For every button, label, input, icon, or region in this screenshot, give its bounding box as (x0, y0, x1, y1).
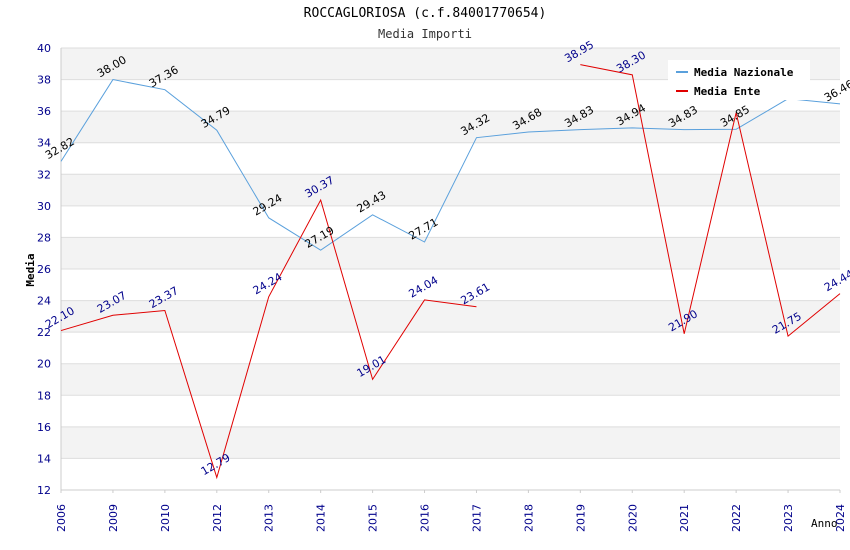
x-tick-label: 2015 (367, 504, 380, 532)
band (61, 237, 840, 269)
series-lines (60, 64, 841, 480)
band (61, 426, 840, 459)
band (61, 395, 840, 427)
band (61, 332, 840, 364)
y-tick-label: 34 (37, 137, 51, 150)
band (61, 142, 840, 175)
x-tick-label: 2021 (678, 504, 691, 532)
y-tick-label: 18 (37, 389, 51, 402)
y-tick-label: 26 (37, 263, 51, 276)
y-tick-label: 24 (37, 295, 51, 308)
x-axis-title: Anno (811, 517, 838, 530)
x-tick-labels: 2006 2009 2010 2012 2013 2014 2015 2016 2017 2018… (55, 504, 847, 532)
x-tick-label: 2013 (263, 504, 276, 532)
x-tick-label: 2014 (315, 504, 328, 532)
y-tick-label: 36 (37, 105, 51, 118)
axes (60, 48, 841, 493)
series-line-nazionale (60, 79, 841, 251)
y-tick-label: 38 (37, 74, 51, 87)
x-tick-label: 2023 (782, 504, 795, 532)
y-tick-label: 40 (37, 42, 51, 55)
band (61, 458, 840, 490)
x-tick-label: 2024 (834, 504, 847, 532)
x-tick-label: 2017 (470, 504, 483, 532)
y-tick-label: 20 (37, 358, 51, 371)
band (61, 269, 840, 301)
y-tick-label: 32 (37, 168, 51, 181)
y-tick-label: 22 (37, 326, 51, 339)
legend: Media Nazionale Media Ente (668, 60, 810, 100)
series-line-ente (580, 64, 841, 337)
x-tick-label: 2010 (159, 504, 172, 532)
legend-entry: Media Nazionale (694, 66, 794, 79)
y-tick-label: 30 (37, 200, 51, 213)
y-tick-label: 14 (37, 452, 51, 465)
y-tick-label: 28 (37, 231, 51, 244)
x-tick-label: 2006 (55, 504, 68, 532)
x-tick-label: 2022 (730, 504, 743, 532)
x-tick-label: 2012 (211, 504, 224, 532)
band (61, 300, 840, 333)
legend-entry: Media Ente (694, 85, 761, 98)
band (61, 205, 840, 238)
x-tick-label: 2020 (626, 504, 639, 532)
x-tick-label: 2018 (522, 504, 535, 532)
y-tick-label: 16 (37, 421, 51, 434)
x-tick-label: 2019 (574, 504, 587, 532)
band (61, 111, 840, 143)
y-axis-title: Media (24, 253, 37, 286)
chart-subtitle: Media Importi (378, 27, 472, 41)
x-tick-label: 2016 (419, 504, 432, 532)
legend-box (668, 60, 810, 100)
y-tick-labels: 12 14 16 18 20 22 24 26 28 30 32 34 36 38 40 (37, 42, 51, 497)
chart-title: ROCCAGLORIOSA (c.f.84001770654) (303, 6, 547, 21)
y-tick-label: 12 (37, 484, 51, 497)
x-tick-label: 2009 (107, 504, 120, 532)
series-line-ente (60, 198, 477, 480)
band (61, 363, 840, 396)
background-bands (61, 48, 840, 490)
